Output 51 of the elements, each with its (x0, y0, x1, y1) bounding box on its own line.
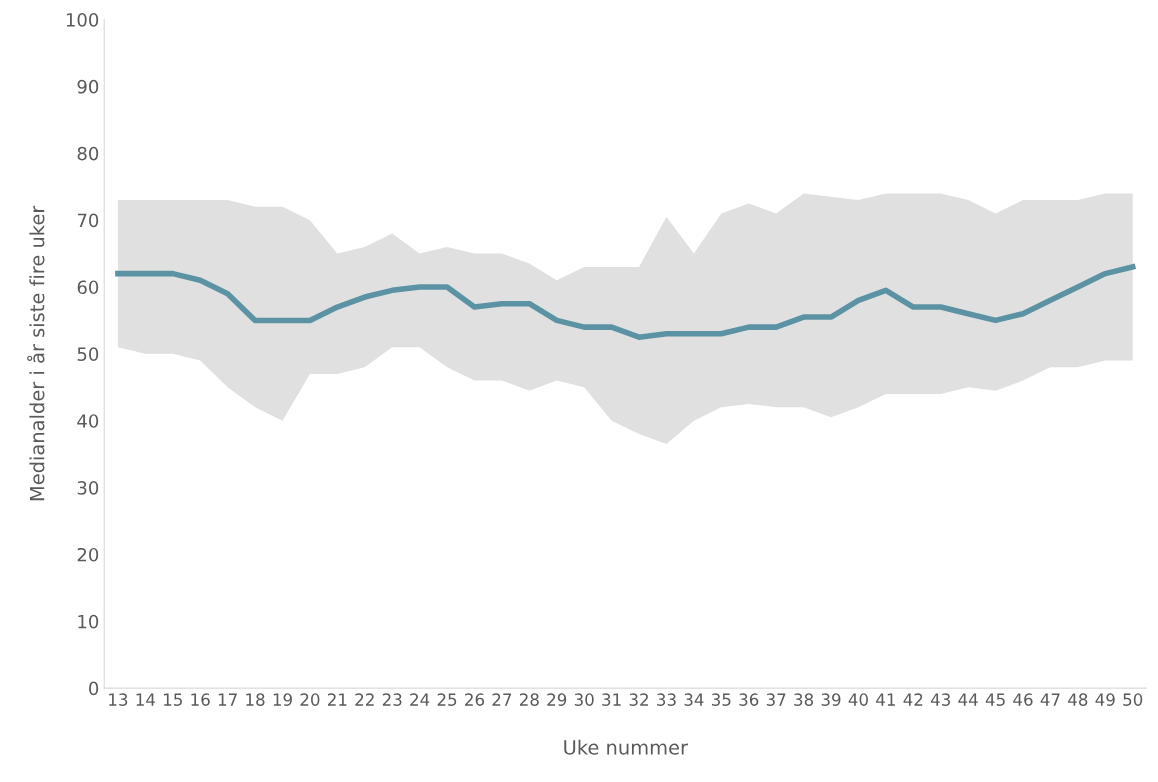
y-tick-label: 50 (77, 347, 99, 361)
y-tick-label: 40 (77, 414, 99, 428)
y-axis-title: Medianalder i år siste fire uker (27, 205, 45, 501)
x-tick-label: 16 (191, 693, 210, 706)
x-tick-label: 31 (602, 693, 621, 706)
x-tick-label: 45 (985, 693, 1005, 706)
x-tick-label: 36 (739, 693, 759, 706)
x-tick-label: 44 (958, 693, 978, 706)
x-tick-label: 14 (136, 693, 156, 706)
x-tick-label: 34 (684, 693, 704, 706)
x-axis-title: Uke nummer (564, 739, 689, 755)
x-tick-label: 42 (903, 693, 923, 706)
y-tick-label: 80 (77, 146, 99, 161)
y-tick-label: 30 (77, 481, 99, 495)
x-tick-label: 47 (1040, 693, 1060, 706)
x-tick-label: 30 (574, 693, 594, 706)
x-tick-label: 23 (382, 693, 402, 706)
x-tick-label: 25 (437, 693, 457, 706)
x-tick-label: 49 (1095, 693, 1115, 706)
x-tick-label: 43 (930, 693, 950, 706)
x-tick-label: 15 (164, 693, 182, 706)
y-tick-label: 60 (77, 280, 99, 295)
y-tick-label: 90 (77, 79, 99, 94)
x-tick-label: 33 (657, 693, 676, 706)
x-tick-label: 27 (492, 693, 512, 706)
y-tick-label: 70 (77, 213, 99, 228)
y-tick-label: 0 (89, 681, 99, 696)
x-tick-label: 22 (355, 693, 374, 706)
x-tick-label: 48 (1068, 693, 1088, 706)
y-tick-label: 20 (77, 547, 99, 562)
x-tick-label: 18 (246, 693, 265, 706)
x-tick-label: 24 (410, 693, 430, 706)
x-tick-label: 40 (848, 693, 868, 706)
x-tick-label: 13 (109, 693, 128, 706)
x-tick-label: 37 (766, 693, 786, 706)
y-tick-label: 10 (78, 614, 99, 629)
x-tick-label: 28 (519, 693, 539, 706)
x-tick-label: 39 (821, 693, 841, 706)
x-tick-label: 46 (1013, 693, 1033, 706)
x-tick-label: 29 (547, 693, 567, 706)
x-tick-label: 38 (794, 693, 814, 706)
x-tick-label: 50 (1123, 693, 1143, 706)
y-tick-label: 100 (66, 13, 99, 27)
x-tick-label: 21 (327, 693, 347, 706)
x-tick-label: 17 (218, 693, 237, 706)
x-tick-label: 32 (629, 693, 648, 706)
x-tick-label: 35 (711, 693, 731, 706)
x-tick-label: 19 (273, 693, 292, 706)
x-tick-label: 41 (876, 693, 895, 706)
x-tick-label: 26 (465, 693, 485, 706)
x-tick-label: 20 (300, 693, 320, 706)
